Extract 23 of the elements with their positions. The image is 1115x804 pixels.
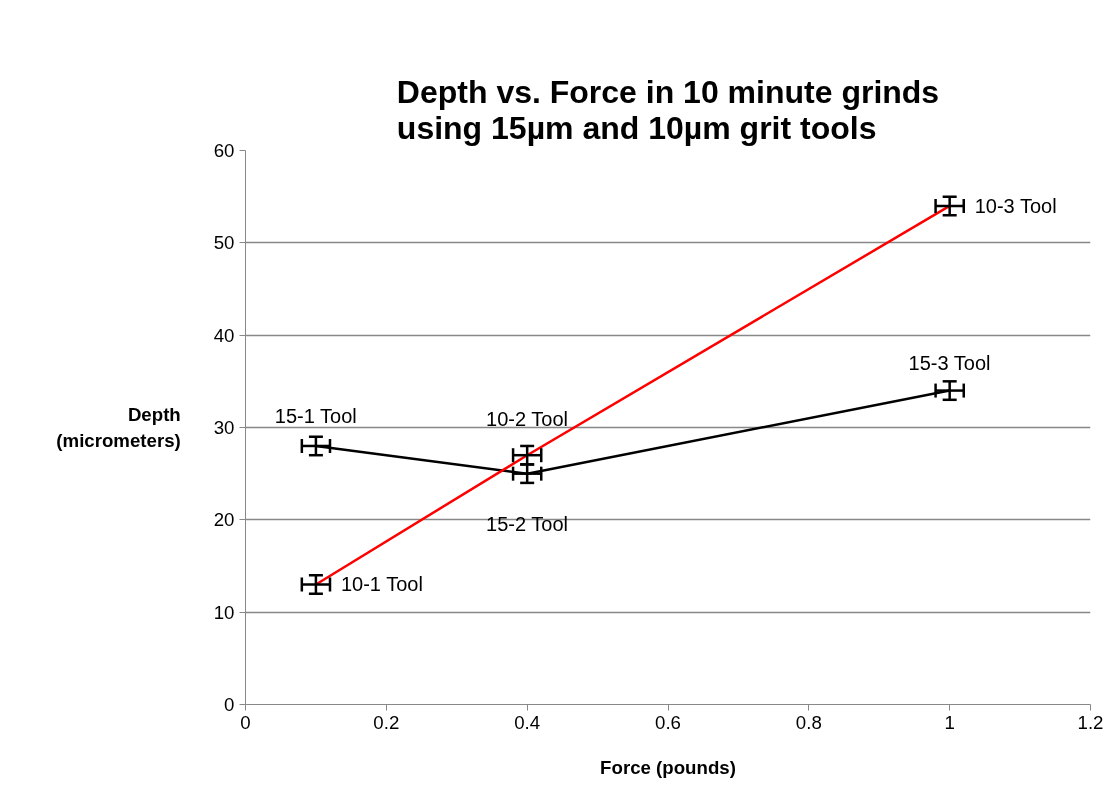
y-tick-label: 60 xyxy=(213,140,235,161)
annotation: 10-2 Tool xyxy=(486,408,568,431)
annotation: 15-3 Tool xyxy=(908,351,991,374)
y-axis-title: Depth (micrometers) xyxy=(56,404,181,451)
y-tick-label: 10 xyxy=(213,601,235,623)
x-tick-label: 0.6 xyxy=(655,711,681,733)
y-tick-label: 50 xyxy=(213,232,235,254)
x-tick-label: 0.2 xyxy=(373,711,400,733)
y-tick-label: 20 xyxy=(213,509,235,531)
y-tick-label: 0 xyxy=(224,694,235,715)
y-tick-label: 40 xyxy=(213,324,235,346)
y-tick-label: 30 xyxy=(213,417,235,438)
annotation: 15-1 Tool xyxy=(274,404,357,427)
annotation: 15-2 Tool xyxy=(486,512,568,535)
x-tick-label: 0 xyxy=(240,711,251,733)
chart-title: Depth vs. Force in 10 minute grinds using 15µm and 10µm grit tools xyxy=(396,73,940,146)
x-tick-label: 1.2 xyxy=(1077,711,1104,733)
annotation: 10-3 Tool xyxy=(974,194,1057,217)
x-tick-label: 0.8 xyxy=(795,711,822,733)
x-tick-label: 0.4 xyxy=(514,711,541,733)
annotation: 10-1 Tool xyxy=(340,573,423,596)
x-tick-label: 1 xyxy=(944,711,955,733)
x-axis-title: Force (pounds) xyxy=(600,756,736,778)
